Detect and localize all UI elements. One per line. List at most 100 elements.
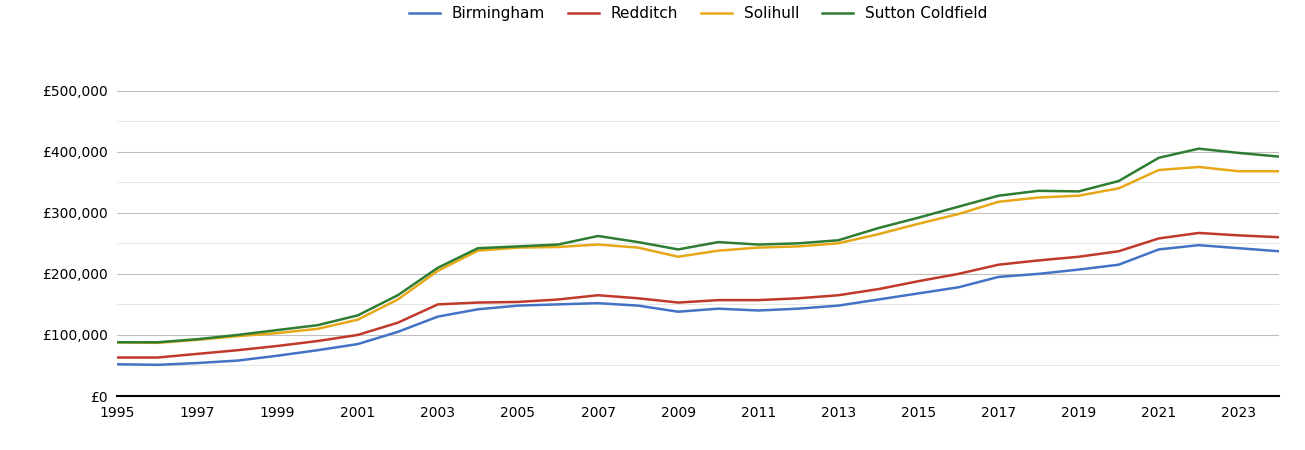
Birmingham [950,284,966,290]
Birmingham [510,303,526,308]
Birmingham [671,309,686,315]
Redditch [791,296,806,301]
Redditch [1271,234,1287,240]
Line: Birmingham: Birmingham [117,245,1279,365]
Solihull [1191,164,1207,170]
Birmingham [110,361,125,367]
Sutton Coldfield [470,246,485,251]
Solihull [1031,195,1047,200]
Birmingham [1231,246,1246,251]
Birmingham [189,360,205,366]
Birmingham [431,314,446,319]
Sutton Coldfield [830,238,846,243]
Sutton Coldfield [950,204,966,209]
Redditch [270,343,286,349]
Redditch [230,347,245,353]
Birmingham [470,306,485,312]
Sutton Coldfield [1271,154,1287,159]
Redditch [630,296,646,301]
Sutton Coldfield [671,247,686,252]
Redditch [510,299,526,305]
Sutton Coldfield [750,242,766,247]
Solihull [1071,193,1087,198]
Sutton Coldfield [110,340,125,345]
Solihull [431,268,446,274]
Birmingham [870,297,886,302]
Solihull [791,244,806,249]
Sutton Coldfield [270,327,286,333]
Sutton Coldfield [630,239,646,245]
Birmingham [750,308,766,313]
Birmingham [630,303,646,308]
Line: Redditch: Redditch [117,233,1279,357]
Sutton Coldfield [309,323,325,328]
Redditch [551,297,566,302]
Sutton Coldfield [390,292,406,298]
Redditch [830,292,846,298]
Redditch [431,302,446,307]
Solihull [671,254,686,260]
Birmingham [230,358,245,363]
Sutton Coldfield [791,241,806,246]
Birmingham [350,342,365,347]
Sutton Coldfield [1191,146,1207,151]
Sutton Coldfield [710,239,726,245]
Solihull [189,337,205,342]
Solihull [630,245,646,250]
Birmingham [1151,247,1167,252]
Redditch [590,292,606,298]
Birmingham [309,347,325,353]
Birmingham [791,306,806,311]
Line: Solihull: Solihull [117,167,1279,343]
Birmingham [911,291,927,296]
Birmingham [270,353,286,358]
Redditch [1231,233,1246,238]
Redditch [309,338,325,344]
Redditch [990,262,1006,267]
Sutton Coldfield [431,265,446,270]
Redditch [110,355,125,360]
Birmingham [150,362,166,368]
Redditch [950,271,966,277]
Solihull [1111,186,1126,191]
Redditch [150,355,166,360]
Solihull [710,248,726,253]
Birmingham [710,306,726,311]
Sutton Coldfield [230,332,245,338]
Redditch [911,279,927,284]
Sutton Coldfield [1231,150,1246,156]
Sutton Coldfield [1071,189,1087,194]
Redditch [671,300,686,305]
Solihull [350,317,365,322]
Redditch [1071,254,1087,260]
Solihull [110,340,125,345]
Solihull [1151,167,1167,173]
Line: Sutton Coldfield: Sutton Coldfield [117,148,1279,342]
Solihull [590,242,606,247]
Birmingham [551,302,566,307]
Solihull [830,241,846,246]
Redditch [870,287,886,292]
Birmingham [1111,262,1126,267]
Solihull [950,212,966,217]
Redditch [1031,258,1047,263]
Birmingham [830,303,846,308]
Birmingham [1071,267,1087,272]
Redditch [1191,230,1207,236]
Redditch [350,332,365,338]
Solihull [551,244,566,250]
Sutton Coldfield [990,193,1006,198]
Redditch [189,351,205,356]
Birmingham [990,274,1006,279]
Solihull [470,248,485,253]
Sutton Coldfield [590,233,606,238]
Solihull [1231,169,1246,174]
Sutton Coldfield [1031,188,1047,194]
Solihull [309,326,325,332]
Solihull [230,333,245,339]
Sutton Coldfield [911,215,927,220]
Birmingham [1191,243,1207,248]
Sutton Coldfield [551,242,566,247]
Legend: Birmingham, Redditch, Solihull, Sutton Coldfield: Birmingham, Redditch, Solihull, Sutton C… [403,0,993,27]
Redditch [1111,248,1126,254]
